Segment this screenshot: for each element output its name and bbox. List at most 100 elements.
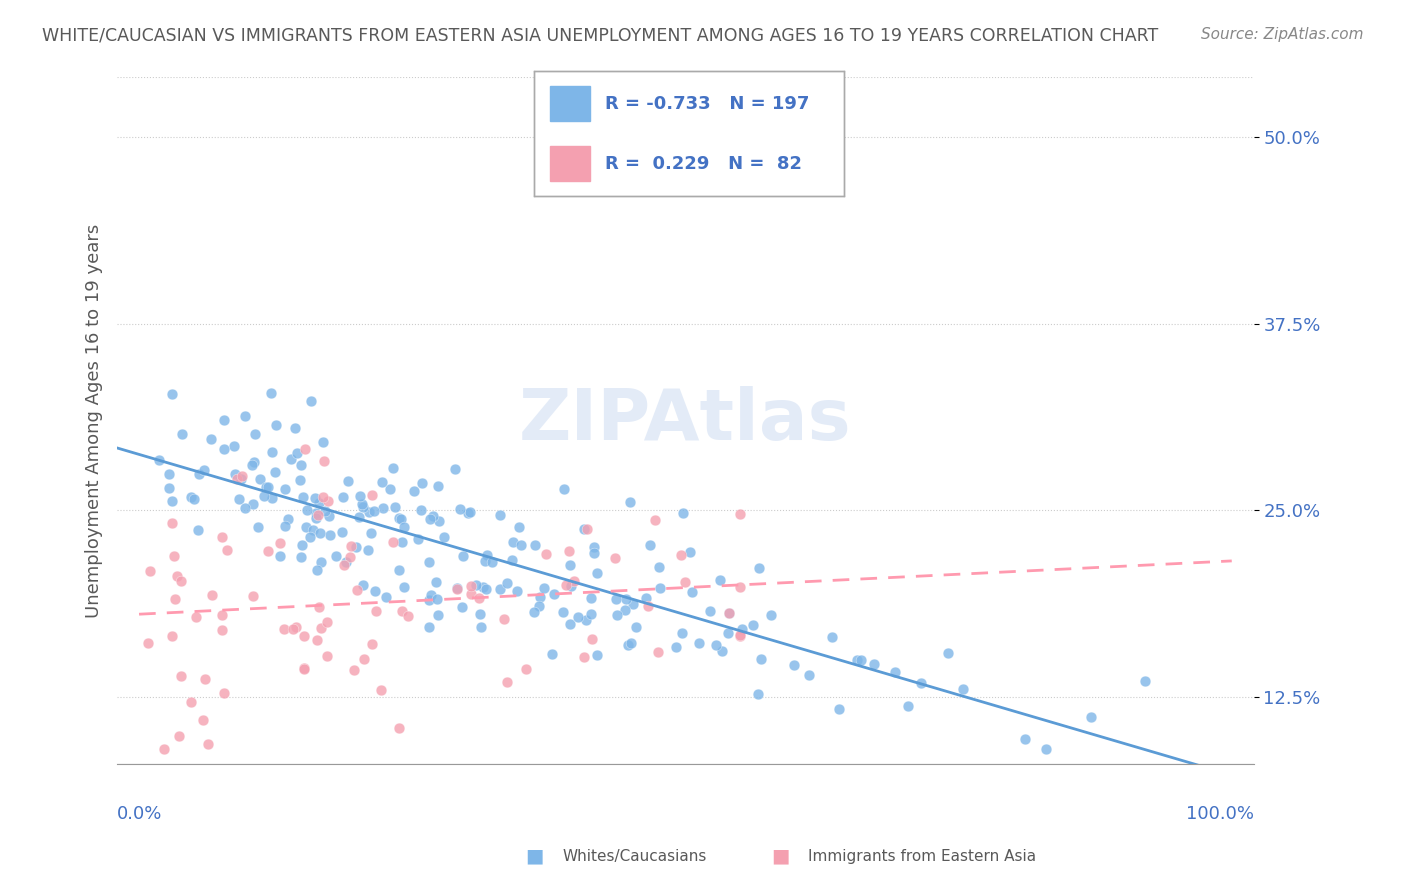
Point	[188, 467, 211, 481]
Point	[350, 497, 373, 511]
Point	[489, 582, 512, 596]
Point	[335, 555, 357, 569]
Point	[249, 472, 271, 486]
Point	[418, 620, 440, 634]
Point	[298, 530, 321, 544]
Point	[579, 591, 602, 605]
Point	[451, 549, 474, 564]
Point	[162, 629, 184, 643]
Text: R =  0.229   N =  82: R = 0.229 N = 82	[606, 155, 803, 173]
Point	[378, 482, 401, 496]
Point	[352, 578, 374, 592]
Point	[492, 612, 515, 626]
Point	[187, 523, 209, 537]
Text: WHITE/CAUCASIAN VS IMMIGRANTS FROM EASTERN ASIA UNEMPLOYMENT AMONG AGES 16 TO 19: WHITE/CAUCASIAN VS IMMIGRANTS FROM EASTE…	[42, 27, 1159, 45]
Point	[495, 675, 517, 690]
Point	[388, 563, 411, 577]
Point	[509, 538, 531, 552]
Point	[489, 508, 512, 523]
Point	[849, 653, 872, 667]
Point	[391, 604, 413, 618]
Point	[315, 615, 337, 629]
Point	[157, 467, 180, 481]
Bar	[550, 146, 591, 181]
Point	[508, 520, 530, 534]
Point	[665, 640, 688, 655]
Point	[305, 632, 328, 647]
Point	[681, 585, 703, 599]
Point	[360, 488, 382, 502]
Point	[897, 698, 920, 713]
Point	[846, 653, 869, 667]
Point	[370, 682, 392, 697]
Point	[411, 476, 433, 491]
Point	[748, 561, 770, 575]
Point	[883, 665, 905, 680]
Point	[364, 603, 387, 617]
Point	[264, 417, 287, 432]
Point	[291, 538, 314, 552]
Point	[404, 484, 426, 499]
Point	[347, 510, 370, 524]
Point	[312, 490, 335, 504]
Point	[333, 558, 356, 572]
Text: R = -0.733   N = 197: R = -0.733 N = 197	[606, 95, 810, 112]
Point	[212, 686, 235, 700]
Point	[312, 454, 335, 468]
Point	[426, 592, 449, 607]
Point	[308, 599, 330, 614]
Point	[506, 584, 529, 599]
Point	[728, 580, 751, 594]
Point	[523, 538, 546, 552]
Point	[211, 530, 233, 544]
Point	[318, 509, 340, 524]
Point	[180, 491, 202, 505]
Point	[419, 512, 441, 526]
Point	[308, 496, 330, 510]
Point	[229, 472, 252, 486]
Point	[309, 621, 332, 635]
Point	[294, 442, 316, 456]
Point	[319, 527, 342, 541]
Point	[502, 535, 524, 549]
Point	[363, 504, 385, 518]
Point	[163, 549, 186, 563]
Point	[637, 599, 659, 613]
Point	[451, 600, 474, 615]
Point	[446, 582, 468, 596]
Point	[728, 628, 751, 642]
Point	[446, 582, 468, 596]
Point	[389, 512, 412, 526]
Point	[292, 629, 315, 643]
Point	[235, 409, 257, 423]
Point	[305, 511, 328, 525]
Point	[936, 646, 959, 660]
Text: Source: ZipAtlas.com: Source: ZipAtlas.com	[1201, 27, 1364, 42]
Point	[444, 461, 467, 475]
Point	[352, 500, 374, 514]
Point	[285, 446, 308, 460]
Point	[425, 574, 447, 589]
Point	[468, 591, 491, 606]
Point	[427, 607, 450, 622]
Point	[557, 544, 579, 558]
Point	[309, 555, 332, 569]
Point	[191, 714, 214, 728]
Point	[361, 637, 384, 651]
Point	[277, 512, 299, 526]
Point	[553, 482, 575, 496]
Point	[426, 479, 449, 493]
Point	[432, 529, 454, 543]
Point	[515, 662, 537, 676]
Point	[952, 681, 974, 696]
Point	[349, 489, 371, 503]
Point	[614, 603, 637, 617]
Point	[200, 432, 222, 446]
Point	[288, 473, 311, 487]
Point	[254, 480, 277, 494]
Point	[620, 636, 643, 650]
Point	[422, 509, 444, 524]
Point	[253, 489, 276, 503]
Point	[606, 608, 628, 623]
Point	[339, 549, 361, 564]
